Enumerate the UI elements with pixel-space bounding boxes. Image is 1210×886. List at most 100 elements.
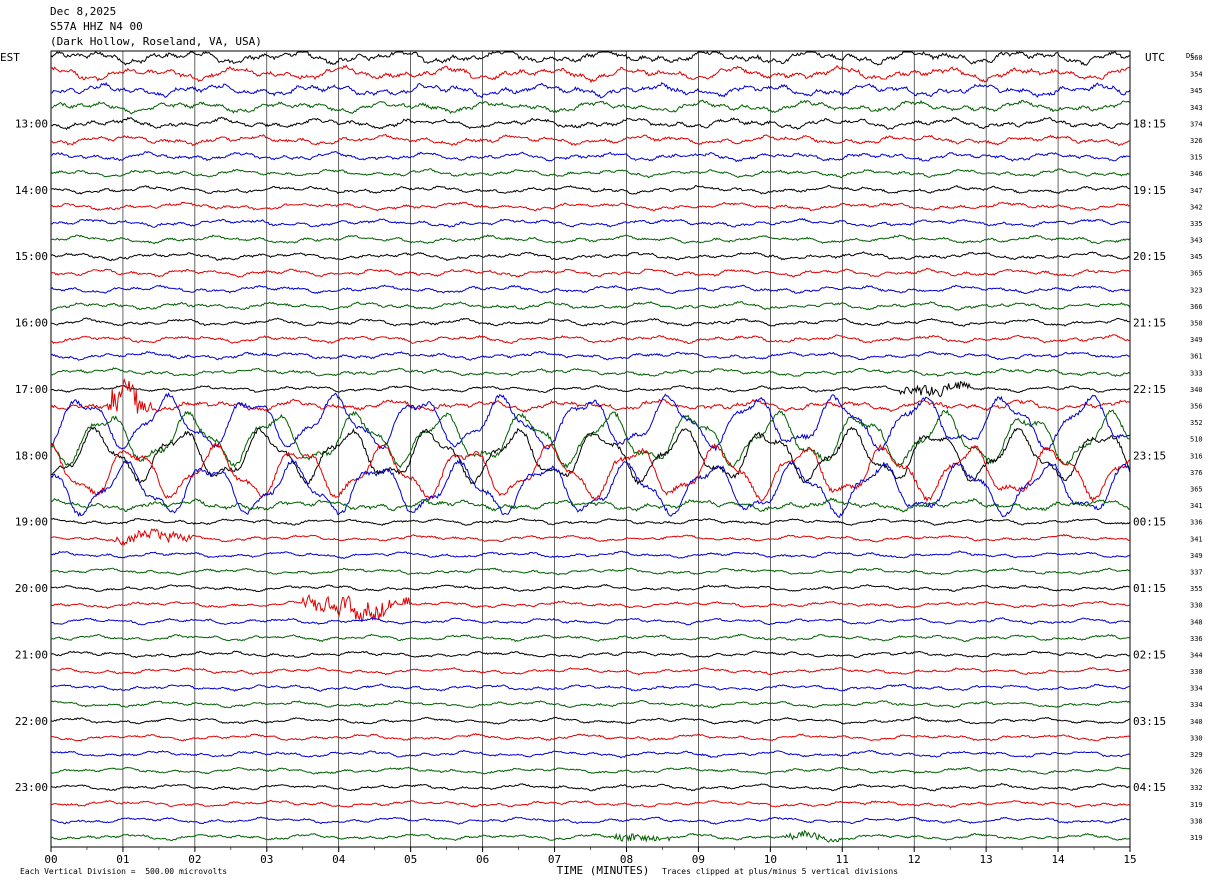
dc-offset-label: 337 <box>1190 568 1203 576</box>
seismic-trace-38 <box>51 683 1131 692</box>
right-hour-label-03:15: 03:15 <box>1133 715 1166 728</box>
right-axis-label: UTC <box>1145 51 1165 64</box>
seismic-trace-3 <box>50 99 1131 115</box>
right-hour-label-23:15: 23:15 <box>1133 449 1166 462</box>
seismic-trace-7 <box>50 168 1130 179</box>
dc-offset-label: 361 <box>1190 353 1203 361</box>
x-tick-label-14: 14 <box>1051 853 1065 866</box>
seismic-trace-35 <box>50 633 1130 643</box>
dc-offset-label: 365 <box>1190 485 1203 493</box>
seismic-trace-22 <box>50 392 1131 452</box>
dc-offset-label: 336 <box>1190 519 1203 527</box>
dc-offset-label: 329 <box>1190 751 1203 759</box>
left-hour-label-14:00: 14:00 <box>15 184 48 197</box>
left-hour-label-18:00: 18:00 <box>15 449 48 462</box>
seismic-trace-36 <box>50 650 1130 659</box>
dc-offset-label: 343 <box>1190 104 1203 112</box>
dc-offset-label: 332 <box>1190 784 1203 792</box>
dc-offset-label: 347 <box>1190 187 1203 195</box>
seismic-trace-11 <box>50 234 1131 245</box>
seismic-trace-28 <box>50 517 1131 526</box>
seismic-trace-17 <box>50 334 1130 345</box>
right-hour-label-00:15: 00:15 <box>1133 516 1166 529</box>
seismic-trace-26 <box>50 458 1131 518</box>
dc-offset-label: 336 <box>1190 635 1203 643</box>
seismic-trace-43 <box>50 766 1130 775</box>
x-tick-label-11: 11 <box>836 853 849 866</box>
x-tick-label-06: 06 <box>476 853 489 866</box>
seismic-trace-39 <box>50 699 1131 709</box>
x-tick-label-15: 15 <box>1123 853 1136 866</box>
dc-offset-label: 510 <box>1190 436 1203 444</box>
right-hour-label-19:15: 19:15 <box>1133 184 1166 197</box>
dc-offset-label: 323 <box>1190 286 1203 294</box>
dc-offset-label: 335 <box>1190 220 1203 228</box>
seismic-trace-19 <box>50 367 1131 378</box>
dc-offset-label: 345 <box>1190 87 1203 95</box>
seismic-trace-18 <box>50 350 1130 361</box>
dc-offset-label: 340 <box>1190 718 1203 726</box>
dc-offset-label: 334 <box>1190 701 1203 709</box>
seismic-trace-15 <box>50 301 1131 311</box>
seismic-trace-9 <box>50 201 1130 212</box>
left-hour-label-16:00: 16:00 <box>15 317 48 330</box>
clip-note: Traces clipped at plus/minus 5 vertical … <box>662 867 899 876</box>
dc-offset-label: 315 <box>1190 154 1203 162</box>
x-tick-label-02: 02 <box>188 853 201 866</box>
seismic-trace-47 <box>50 829 1130 843</box>
right-hour-label-04:15: 04:15 <box>1133 781 1166 794</box>
seismic-trace-6 <box>51 150 1130 163</box>
dc-offset-label: 352 <box>1190 419 1203 427</box>
dc-offset-label: 365 <box>1190 270 1203 278</box>
seismic-trace-4 <box>50 116 1131 131</box>
seismic-trace-24 <box>50 426 1131 486</box>
right-hour-label-02:15: 02:15 <box>1133 648 1166 661</box>
seismic-trace-30 <box>50 550 1130 560</box>
dc-offset-label: 349 <box>1190 336 1203 344</box>
x-tick-label-13: 13 <box>980 853 993 866</box>
seismic-trace-27 <box>50 497 1131 513</box>
header-location: (Dark Hollow, Roseland, VA, USA) <box>50 35 262 48</box>
x-tick-label-03: 03 <box>260 853 273 866</box>
right-hour-label-18:15: 18:15 <box>1133 117 1166 130</box>
dc-offset-label: 350 <box>1190 320 1203 328</box>
x-tick-label-01: 01 <box>116 853 129 866</box>
dc-offset-label: 345 <box>1190 253 1203 261</box>
scale-note: Each Vertical Division = 500.00 microvol… <box>20 867 228 876</box>
seismic-trace-33 <box>50 593 1130 622</box>
dc-label: DC <box>1186 52 1194 60</box>
dc-offset-label: 340 <box>1190 386 1203 394</box>
seismic-trace-20 <box>50 380 1130 398</box>
dc-offset-label: 341 <box>1190 502 1203 510</box>
seismic-trace-21 <box>50 377 1131 414</box>
x-tick-label-08: 08 <box>620 853 633 866</box>
x-tick-label-05: 05 <box>404 853 417 866</box>
dc-offset-label: 326 <box>1190 137 1203 145</box>
x-axis-label: TIME (MINUTES) <box>557 864 650 877</box>
dc-offset-label: 342 <box>1190 203 1203 211</box>
seismic-trace-40 <box>50 716 1130 725</box>
seismic-trace-2 <box>50 81 1131 99</box>
seismic-trace-44 <box>50 783 1130 792</box>
left-hour-label-13:00: 13:00 <box>15 117 48 130</box>
right-hour-label-22:15: 22:15 <box>1133 383 1166 396</box>
seismic-trace-42 <box>50 749 1131 759</box>
left-hour-label-20:00: 20:00 <box>15 582 48 595</box>
seismic-trace-37 <box>50 666 1131 676</box>
seismic-trace-41 <box>50 733 1131 742</box>
seismic-trace-13 <box>50 267 1131 278</box>
dc-offset-label: 343 <box>1190 237 1203 245</box>
seismic-trace-45 <box>50 799 1131 808</box>
seismic-trace-5 <box>50 133 1130 147</box>
left-hour-label-22:00: 22:00 <box>15 715 48 728</box>
seismic-trace-1 <box>50 64 1131 84</box>
seismic-trace-16 <box>50 317 1130 327</box>
dc-offset-label: 366 <box>1190 303 1203 311</box>
seismic-trace-46 <box>50 816 1130 825</box>
header-date: Dec 8,2025 <box>50 5 117 18</box>
left-hour-label-21:00: 21:00 <box>15 648 48 661</box>
x-tick-label-00: 00 <box>44 853 57 866</box>
seismic-trace-23 <box>50 409 1130 469</box>
seismic-trace-0 <box>50 51 1130 66</box>
